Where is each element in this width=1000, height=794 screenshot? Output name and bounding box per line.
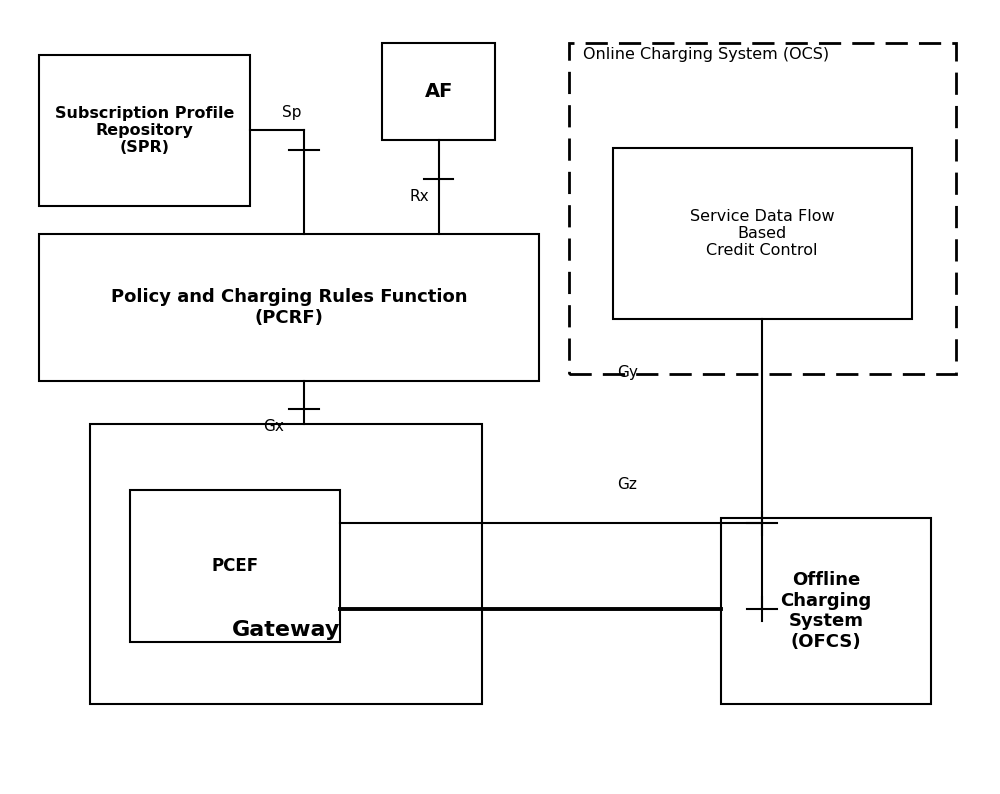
Bar: [39, 233, 539, 381]
Bar: [382, 43, 495, 141]
Text: Gz: Gz: [618, 477, 637, 492]
Text: Sp: Sp: [282, 105, 302, 120]
Text: PCEF: PCEF: [211, 557, 258, 575]
Text: Gateway: Gateway: [232, 620, 341, 641]
Bar: [613, 148, 912, 319]
Text: Policy and Charging Rules Function
(PCRF): Policy and Charging Rules Function (PCRF…: [111, 288, 468, 327]
Text: Offline
Charging
System
(OFCS): Offline Charging System (OFCS): [780, 571, 871, 651]
Text: AF: AF: [425, 82, 453, 101]
Text: Rx: Rx: [410, 189, 429, 204]
Bar: [569, 43, 956, 374]
Bar: [130, 491, 340, 642]
Bar: [39, 55, 250, 206]
Bar: [720, 518, 931, 704]
Text: Gx: Gx: [263, 418, 284, 434]
Text: Subscription Profile
Repository
(SPR): Subscription Profile Repository (SPR): [55, 106, 234, 156]
Text: Service Data Flow
Based
Credit Control: Service Data Flow Based Credit Control: [690, 209, 834, 259]
Bar: [90, 424, 482, 704]
Text: Online Charging System (OCS): Online Charging System (OCS): [583, 47, 829, 62]
Text: Gy: Gy: [618, 365, 638, 380]
